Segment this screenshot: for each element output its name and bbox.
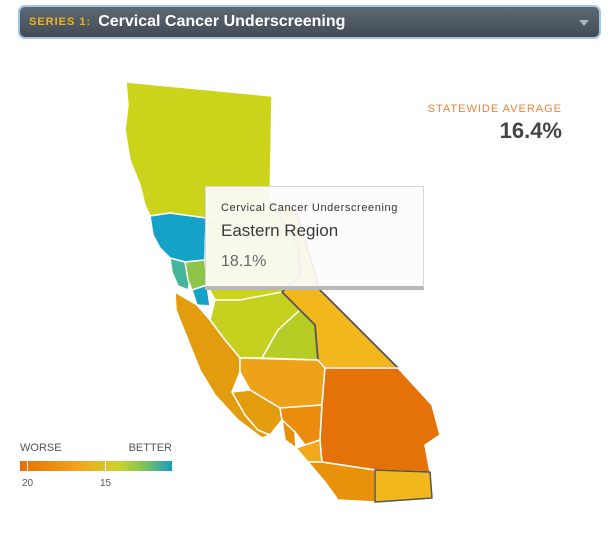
legend-tick-15: 15 [100,478,112,489]
statewide-average-value: 16.4% [499,118,562,143]
region-inland-empire[interactable] [319,367,441,473]
region-delta[interactable] [191,284,211,307]
tooltip-value: 18.1% [221,253,267,270]
legend-tick-mark-15 [105,461,106,471]
legend-gradient-bar [20,461,172,471]
series-selector[interactable]: SERIES 1: Cervical Cancer Underscreening [18,5,601,39]
region-orange[interactable] [295,439,323,463]
chevron-down-icon[interactable] [579,20,589,26]
legend-tick-mark-20 [27,461,28,471]
series-tag: SERIES 1: [29,16,92,28]
statewide-average-label: STATEWIDE AVERAGE [427,103,562,115]
legend-tick-20: 20 [22,478,34,489]
tooltip-region: Eastern Region [221,221,339,240]
region-imperial[interactable] [374,469,433,503]
legend-better-label: BETTER [128,442,172,454]
series-title: Cervical Cancer Underscreening [98,13,346,30]
region-tooltip: Cervical Cancer Underscreening Eastern R… [205,186,424,290]
tooltip-metric: Cervical Cancer Underscreening [221,202,398,214]
region-bay-area[interactable] [149,212,207,263]
region-san-diego-coast[interactable] [307,461,376,503]
region-santa-barbara[interactable] [231,389,283,436]
legend-worse-label: WORSE [20,442,62,454]
color-legend: WORSE BETTER 20 15 [20,442,172,492]
